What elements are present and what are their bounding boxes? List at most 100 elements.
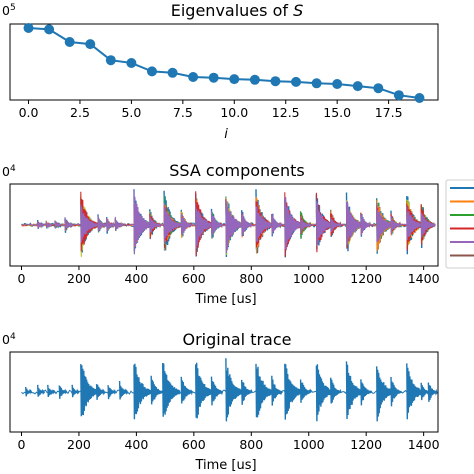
trace-burst (71, 384, 80, 398)
trace-burst (390, 376, 402, 407)
eigenvalues-axes-frame (9, 23, 439, 101)
eigenvalue-point (311, 78, 322, 89)
ssa-legend (445, 179, 474, 269)
trace-burst (180, 376, 193, 404)
eigenvalue-point (126, 58, 137, 68)
trace-burst (133, 363, 152, 420)
eigenvalue-point (105, 55, 116, 66)
x-tick-label: 7.5 (173, 105, 193, 120)
eigenvalue-point (291, 76, 302, 87)
trace-burst (284, 363, 303, 420)
x-tick-label: 200 (67, 271, 91, 286)
trace-burst (149, 216, 162, 233)
eigenvalue-point (393, 90, 404, 101)
trace-burst (315, 200, 334, 246)
eigenvalue-point (167, 67, 178, 78)
x-tick-label: 17.5 (375, 105, 403, 120)
x-tick-label: 0.0 (19, 105, 39, 120)
trace-burst (114, 216, 124, 230)
trace-burst (300, 216, 312, 233)
trace-burst (345, 201, 364, 246)
eigenvalues-title: Eigenvalues of S (171, 1, 303, 20)
ssa-exponent-label: 04 (2, 164, 16, 179)
x-tick-label: 12.5 (272, 105, 300, 120)
x-tick-label: 0 (18, 437, 26, 452)
x-tick-label: 1200 (350, 437, 382, 452)
ssa-axes-frame (9, 183, 439, 267)
trace-burst (162, 362, 181, 417)
trace-burst (37, 221, 45, 229)
trace-burst (427, 382, 438, 402)
trace-burst (376, 366, 394, 422)
eigenvalue-point (23, 23, 34, 33)
eigenvalue-point (146, 66, 157, 77)
original-exponent-label: 04 (2, 332, 16, 347)
eigenvalue-point (44, 24, 55, 35)
trace-burst (255, 206, 274, 242)
eigenvalue-point (414, 93, 425, 103)
trace-burst (406, 363, 425, 420)
trace-burst (360, 214, 372, 236)
trace-burst (80, 364, 99, 417)
x-tick-label: 400 (124, 437, 148, 452)
trace-burst (95, 384, 106, 400)
eigenvalues-series (23, 23, 425, 103)
eigenvalue-point (229, 74, 240, 85)
eigenvalue-point (85, 39, 96, 50)
eigenvalue-point (188, 72, 199, 82)
x-tick-label: 1000 (293, 271, 325, 286)
x-tick-label: 200 (67, 437, 91, 452)
x-tick-label: 600 (182, 271, 206, 286)
trace-burst (330, 217, 342, 232)
trace-burst (133, 190, 152, 254)
eigenvalues-xlabel: i (224, 127, 228, 142)
x-tick-label: 600 (182, 437, 206, 452)
trace-burst (376, 202, 394, 243)
trace-burst (163, 202, 182, 245)
ssa-panel: SSA components 04 0 200 400 600 800 1000 1200 1… (2, 161, 474, 307)
x-tick-label: 1200 (350, 271, 382, 286)
trace-burst (284, 196, 303, 250)
x-tick-label: 5.0 (121, 105, 141, 120)
trace-burst (241, 379, 253, 405)
trace-burst (330, 377, 342, 404)
trace-burst (107, 385, 117, 400)
eigenvalue-point (332, 79, 343, 89)
x-tick-label: 1400 (408, 271, 440, 286)
trace-burst (118, 380, 129, 400)
trace-burst (45, 221, 53, 229)
original-x-ticks: 0 200 400 600 800 1000 1200 1400 (18, 432, 440, 452)
trace-burst (25, 386, 33, 397)
original-xlabel: Time [us] (194, 458, 256, 473)
trace-burst (225, 358, 244, 422)
trace-burst (80, 204, 99, 243)
ssa-series (21, 189, 436, 258)
x-tick-label: 1400 (408, 437, 440, 452)
ssa-x-ticks: 0 200 400 600 800 1000 1200 1400 (18, 266, 440, 286)
trace-burst (106, 218, 116, 232)
x-tick-label: 400 (124, 271, 148, 286)
trace-burst (315, 364, 334, 422)
trace-burst (195, 362, 214, 419)
eigenvalue-point (270, 76, 281, 87)
trace-burst (210, 210, 224, 238)
trace-burst (390, 215, 402, 234)
x-tick-label: 15.0 (323, 105, 351, 120)
eigenvalue-point (249, 74, 260, 85)
trace-burst (37, 384, 46, 397)
x-tick-label: 800 (239, 271, 263, 286)
eigenvalues-x-ticks: 0.0 2.5 5.0 7.5 10.0 12.5 15.0 17.5 (19, 100, 403, 120)
trace-burst (210, 376, 224, 406)
trace-burst (271, 214, 282, 236)
x-tick-label: 10.0 (220, 105, 248, 120)
trace-burst (47, 384, 56, 398)
x-tick-label: 2.5 (70, 105, 90, 120)
trace-burst (225, 201, 244, 254)
eigenvalues-exponent-label: 05 (2, 3, 16, 18)
trace-burst (406, 206, 424, 240)
ssa-title: SSA components (169, 161, 305, 180)
trace-burst (255, 363, 274, 418)
x-tick-label: 800 (239, 437, 263, 452)
original-series (21, 358, 438, 422)
eigenvalue-point (208, 72, 219, 83)
